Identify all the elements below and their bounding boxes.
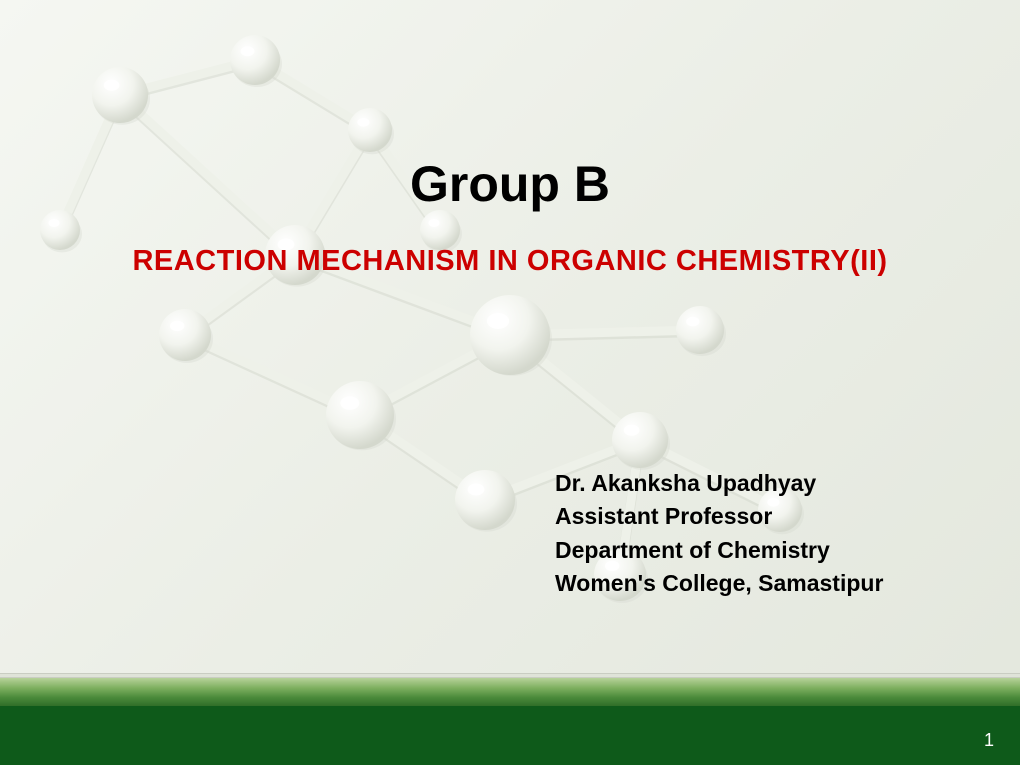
author-department: Department of Chemistry xyxy=(555,534,883,567)
footer-gradient-bar xyxy=(0,678,1020,706)
author-block: Dr. Akanksha Upadhyay Assistant Professo… xyxy=(555,467,883,600)
page-number: 1 xyxy=(984,730,994,751)
author-role: Assistant Professor xyxy=(555,500,883,533)
slide-subtitle: REACTION MECHANISM IN ORGANIC CHEMISTRY(… xyxy=(0,245,1020,278)
slide-footer: 1 xyxy=(0,673,1020,765)
slide-content: Group B REACTION MECHANISM IN ORGANIC CH… xyxy=(0,0,1020,765)
author-institution: Women's College, Samastipur xyxy=(555,567,883,600)
footer-solid-bar: 1 xyxy=(0,706,1020,765)
slide-title: Group B xyxy=(0,155,1020,213)
author-name: Dr. Akanksha Upadhyay xyxy=(555,467,883,500)
